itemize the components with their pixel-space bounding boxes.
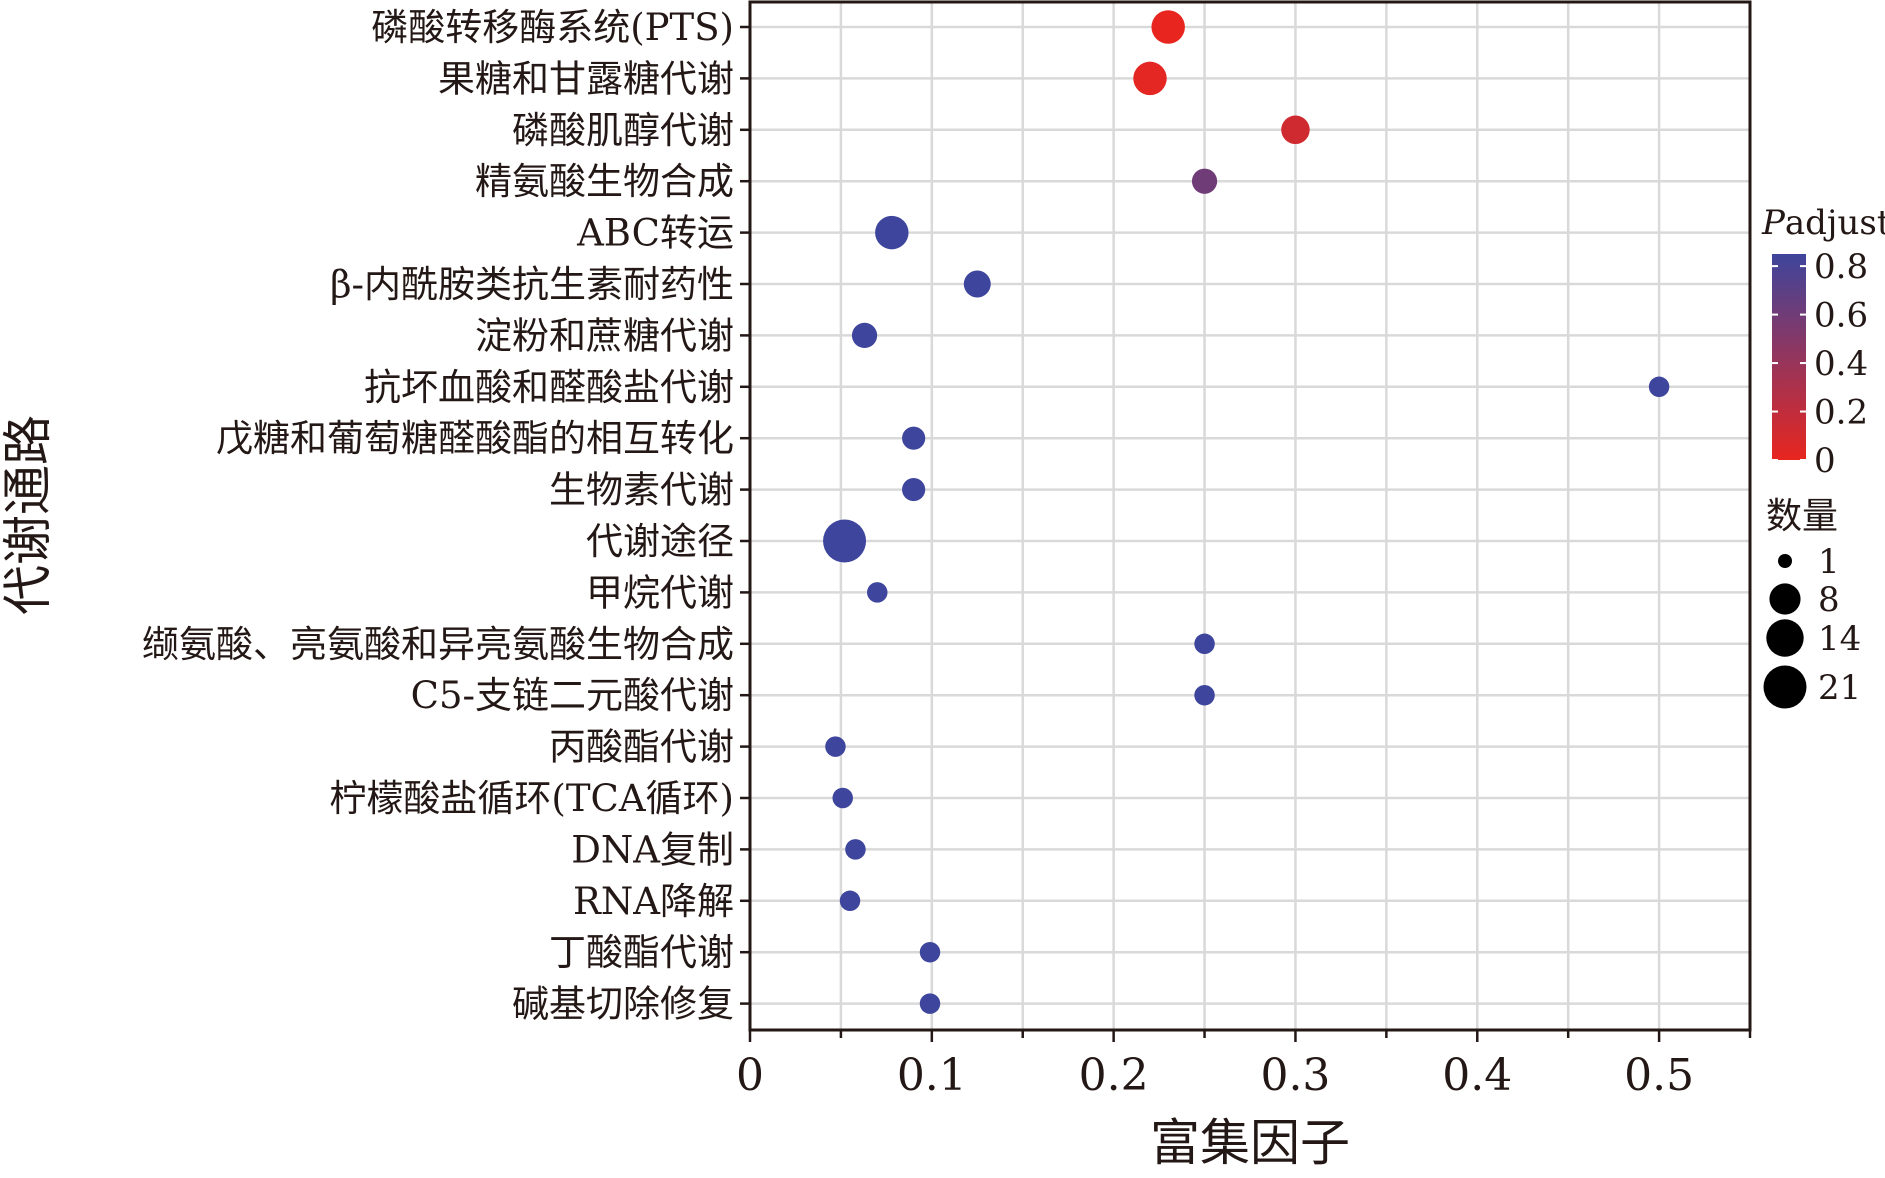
data-point xyxy=(919,993,941,1014)
y-tick-label: 碱基切除修复 xyxy=(512,983,734,1026)
size-legend-label: 14 xyxy=(1818,619,1861,659)
data-point xyxy=(1133,61,1167,96)
data-point xyxy=(1194,684,1215,706)
size-legend-marker xyxy=(1769,583,1801,615)
y-tick-label: 代谢途径 xyxy=(586,520,734,563)
grid-lines xyxy=(750,2,1752,1030)
data-point xyxy=(823,519,867,563)
data-point xyxy=(867,582,888,603)
size-legend-label: 8 xyxy=(1818,580,1840,620)
y-tick-label: ABC转运 xyxy=(576,212,734,255)
data-point xyxy=(919,941,941,963)
y-tick-label: 柠檬酸盐循环(TCA循环) xyxy=(329,777,734,820)
y-tick-label: 生物素代谢 xyxy=(549,469,734,512)
data-point xyxy=(839,890,861,912)
data-points xyxy=(823,10,1670,1014)
color-legend-title-italic: P xyxy=(1761,203,1786,243)
color-legend-label: 0.6 xyxy=(1814,296,1868,336)
y-tick-label: 精氨酸生物合成 xyxy=(475,160,734,203)
y-tick-label: 丁酸酯代谢 xyxy=(549,931,734,974)
data-point xyxy=(1151,10,1185,44)
color-legend-label: 0.8 xyxy=(1814,247,1868,287)
data-point xyxy=(851,322,878,349)
y-tick-label: DNA复制 xyxy=(571,828,734,871)
y-tick-label: 磷酸转移酶系统(PTS) xyxy=(371,6,734,49)
data-point xyxy=(825,736,846,757)
color-legend-bar xyxy=(1772,254,1806,460)
data-point xyxy=(902,478,926,502)
size-legend-marker xyxy=(1763,665,1807,709)
y-tick-label: RNA降解 xyxy=(573,880,734,923)
y-axis-title: 代谢通路 xyxy=(0,415,57,615)
plot-frame xyxy=(748,0,1752,1032)
y-tick-label: 丙酸酯代谢 xyxy=(549,726,734,769)
x-tick-label: 0.4 xyxy=(1442,1050,1512,1101)
color-legend-label: 0 xyxy=(1814,441,1836,481)
data-point xyxy=(963,270,991,298)
x-axis: 0 0.1 0.2 0.3 0.4 0.5 xyxy=(736,1030,1752,1101)
y-tick-label: 甲烷代谢 xyxy=(586,571,734,614)
data-point xyxy=(832,787,853,809)
color-legend: Padjust 0.8 0.6 0.4 0.2 0 xyxy=(1761,203,1885,481)
color-legend-title-rest: adjust xyxy=(1785,203,1885,243)
y-tick-label: 淀粉和蔗糖代谢 xyxy=(475,314,734,357)
size-legend-marker xyxy=(1766,619,1804,657)
data-point xyxy=(1648,376,1670,398)
size-legend-marker xyxy=(1778,554,1792,568)
data-point xyxy=(845,839,866,860)
x-tick-label: 0.2 xyxy=(1079,1050,1149,1101)
data-point xyxy=(1194,633,1215,655)
data-point xyxy=(1281,115,1310,145)
data-point xyxy=(875,215,909,250)
size-legend-label: 1 xyxy=(1818,542,1840,582)
size-legend-title: 数量 xyxy=(1766,496,1838,537)
size-legend-label: 21 xyxy=(1818,668,1861,708)
y-tick-label: C5-支链二元酸代谢 xyxy=(411,674,734,717)
x-tick-label: 0.5 xyxy=(1624,1050,1694,1101)
y-tick-label: 缬氨酸、亮氨酸和异亮氨酸生物合成 xyxy=(142,623,734,666)
y-tick-label: β-内酰胺类抗生素耐药性 xyxy=(330,263,734,306)
x-tick-label: 0.3 xyxy=(1260,1050,1330,1101)
data-point xyxy=(902,426,926,450)
x-tick-label: 0.1 xyxy=(897,1050,967,1101)
y-tick-label: 戊糖和葡萄糖醛酸酯的相互转化 xyxy=(216,417,734,460)
color-legend-label: 0.2 xyxy=(1814,393,1868,433)
color-legend-title: Padjust xyxy=(1761,203,1885,243)
x-axis-title: 富集因子 xyxy=(1150,1114,1350,1172)
color-legend-label: 0.4 xyxy=(1814,344,1868,384)
y-tick-label: 果糖和甘露糖代谢 xyxy=(438,57,734,100)
y-tick-label: 抗坏血酸和醛酸盐代谢 xyxy=(364,366,734,409)
data-point xyxy=(1191,168,1218,194)
y-tick-label: 磷酸肌醇代谢 xyxy=(512,109,734,152)
x-tick-label: 0 xyxy=(736,1050,764,1101)
